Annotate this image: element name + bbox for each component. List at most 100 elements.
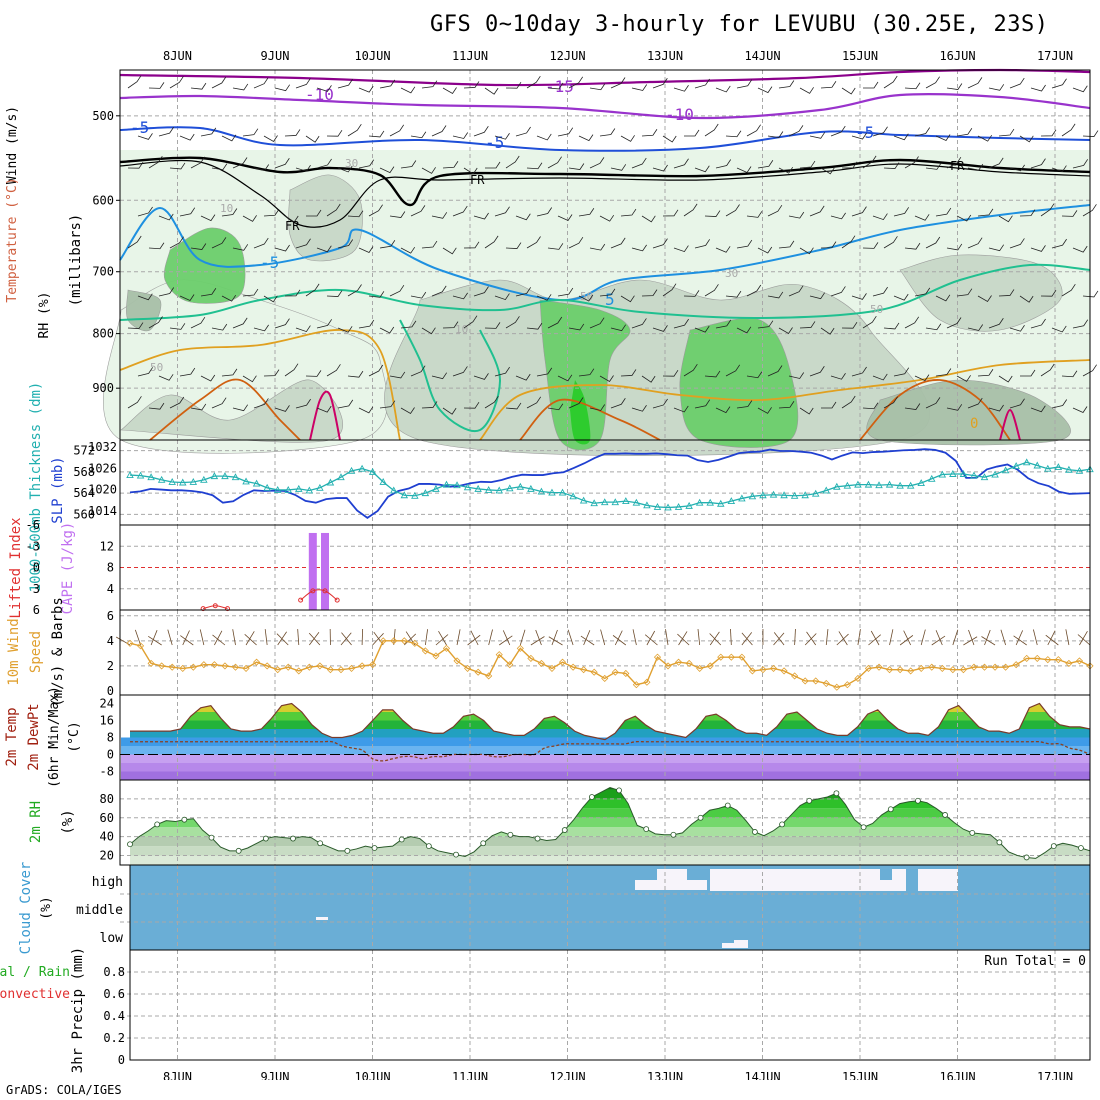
wind-barb [925,76,940,89]
wind-barb [379,400,396,409]
wind-barb [799,160,816,169]
wind-barb [799,247,814,255]
date-label-bottom: 8JUN [163,1070,192,1080]
wind-barb [893,207,910,217]
thickness-marker [506,484,514,492]
surface-wind-barb [899,635,914,646]
wind-barb [368,130,385,138]
cloud-level-high: high [92,875,123,890]
wind-barb [578,294,594,302]
wind-barb [253,164,270,171]
wind-barb [610,164,627,171]
thickness-marker [854,480,862,488]
wind-barb [589,404,606,411]
wind-barb [694,325,710,333]
wind-barb [242,215,257,222]
wind-speed-marker [622,669,630,678]
wind-speed-marker [643,678,651,686]
wind-barb [494,132,510,140]
wind-barb [778,401,795,409]
wind-barb [431,212,448,219]
temperature-contour [519,398,661,441]
thickness-marker [1044,464,1052,472]
surface-wind-barb [530,636,545,646]
wind-barb [473,373,489,380]
wind-barb [169,396,185,409]
temperature-contour [119,126,1091,152]
panel6-hgrid [120,798,1090,857]
thickness-marker [600,498,609,506]
rh-marker [996,839,1003,846]
wind-barb [1072,85,1088,93]
rh-tick-label: 60 [100,811,114,825]
thickness-marker [463,483,472,491]
thickness-marker [400,491,409,499]
surface-wind-barb [741,632,753,646]
surface-wind-barb [551,629,558,646]
wind-barb [662,283,677,297]
wind-speed-marker [558,658,567,666]
wind-speed-marker [833,683,841,691]
date-label-bottom: 14JUN [744,1070,780,1080]
wind-barb [148,316,163,329]
wind10-axis-label-c: (m/s) & Barbs [50,597,66,707]
wind-barb [557,127,574,137]
wind-barb [169,76,184,89]
wind-speed-marker [284,663,292,671]
thickness-marker [178,478,187,486]
wind-barb [347,284,362,297]
panel4-hgrid [120,615,1090,667]
wind-barb [736,79,753,89]
wind-barb [988,84,1005,91]
thickness-marker [316,483,324,491]
rh-marker [1050,843,1057,850]
surface-wind-barbs [115,628,1091,646]
wind-barb [715,319,732,329]
rh2m-unit-label: (%) [60,809,76,834]
wind-speed-marker [1033,654,1041,662]
wind-barb [673,158,689,169]
temperature-contour [479,359,1091,441]
wind-barb [274,158,290,169]
wind-barb [767,131,784,138]
wind-barb [316,245,332,253]
wind-speed-marker [200,661,208,669]
wind-speed-marker [885,666,894,674]
surface-wind-barb [806,631,817,646]
surface-wind-barb [612,635,627,646]
wind-barb [683,290,700,297]
wind-barb [305,370,322,377]
wind-barb [1061,210,1078,217]
surface-wind-barb [646,630,656,646]
panel1-hgrid [120,115,1090,389]
thickness-marker [622,497,630,505]
thickness-marker [358,464,366,472]
wind-barb [389,124,405,137]
thickness-axis-label: 1000-500mb Thickness (dm) [28,382,44,593]
wind-barb [326,290,343,297]
wind-barb [1040,129,1057,137]
wind-barb [746,284,762,297]
wind-barb [536,294,552,301]
temperature-contour [119,159,1091,228]
wind-speed-marker [601,674,609,683]
wind-barb [1072,245,1088,253]
thickness-tick-label: 564 [73,486,95,500]
rh-band [130,789,1090,799]
wind-barb [463,401,480,409]
thickness-line [129,461,1091,509]
wind-barb [515,373,531,381]
wind-barb [809,366,825,377]
li-tick-label: 0 [33,561,40,575]
wind-barb [253,398,269,409]
panel5-vgrid [177,695,1056,780]
temp-tick-label: 0 [107,748,114,762]
slp-tick-label: 1026 [88,461,117,475]
wind-barb [778,327,793,335]
thickness-marker [885,480,894,488]
wind-barb [505,402,522,410]
wind-barb [515,213,531,221]
li-marker [334,597,340,603]
wind-barb [232,157,248,169]
wind-barb [863,81,879,89]
